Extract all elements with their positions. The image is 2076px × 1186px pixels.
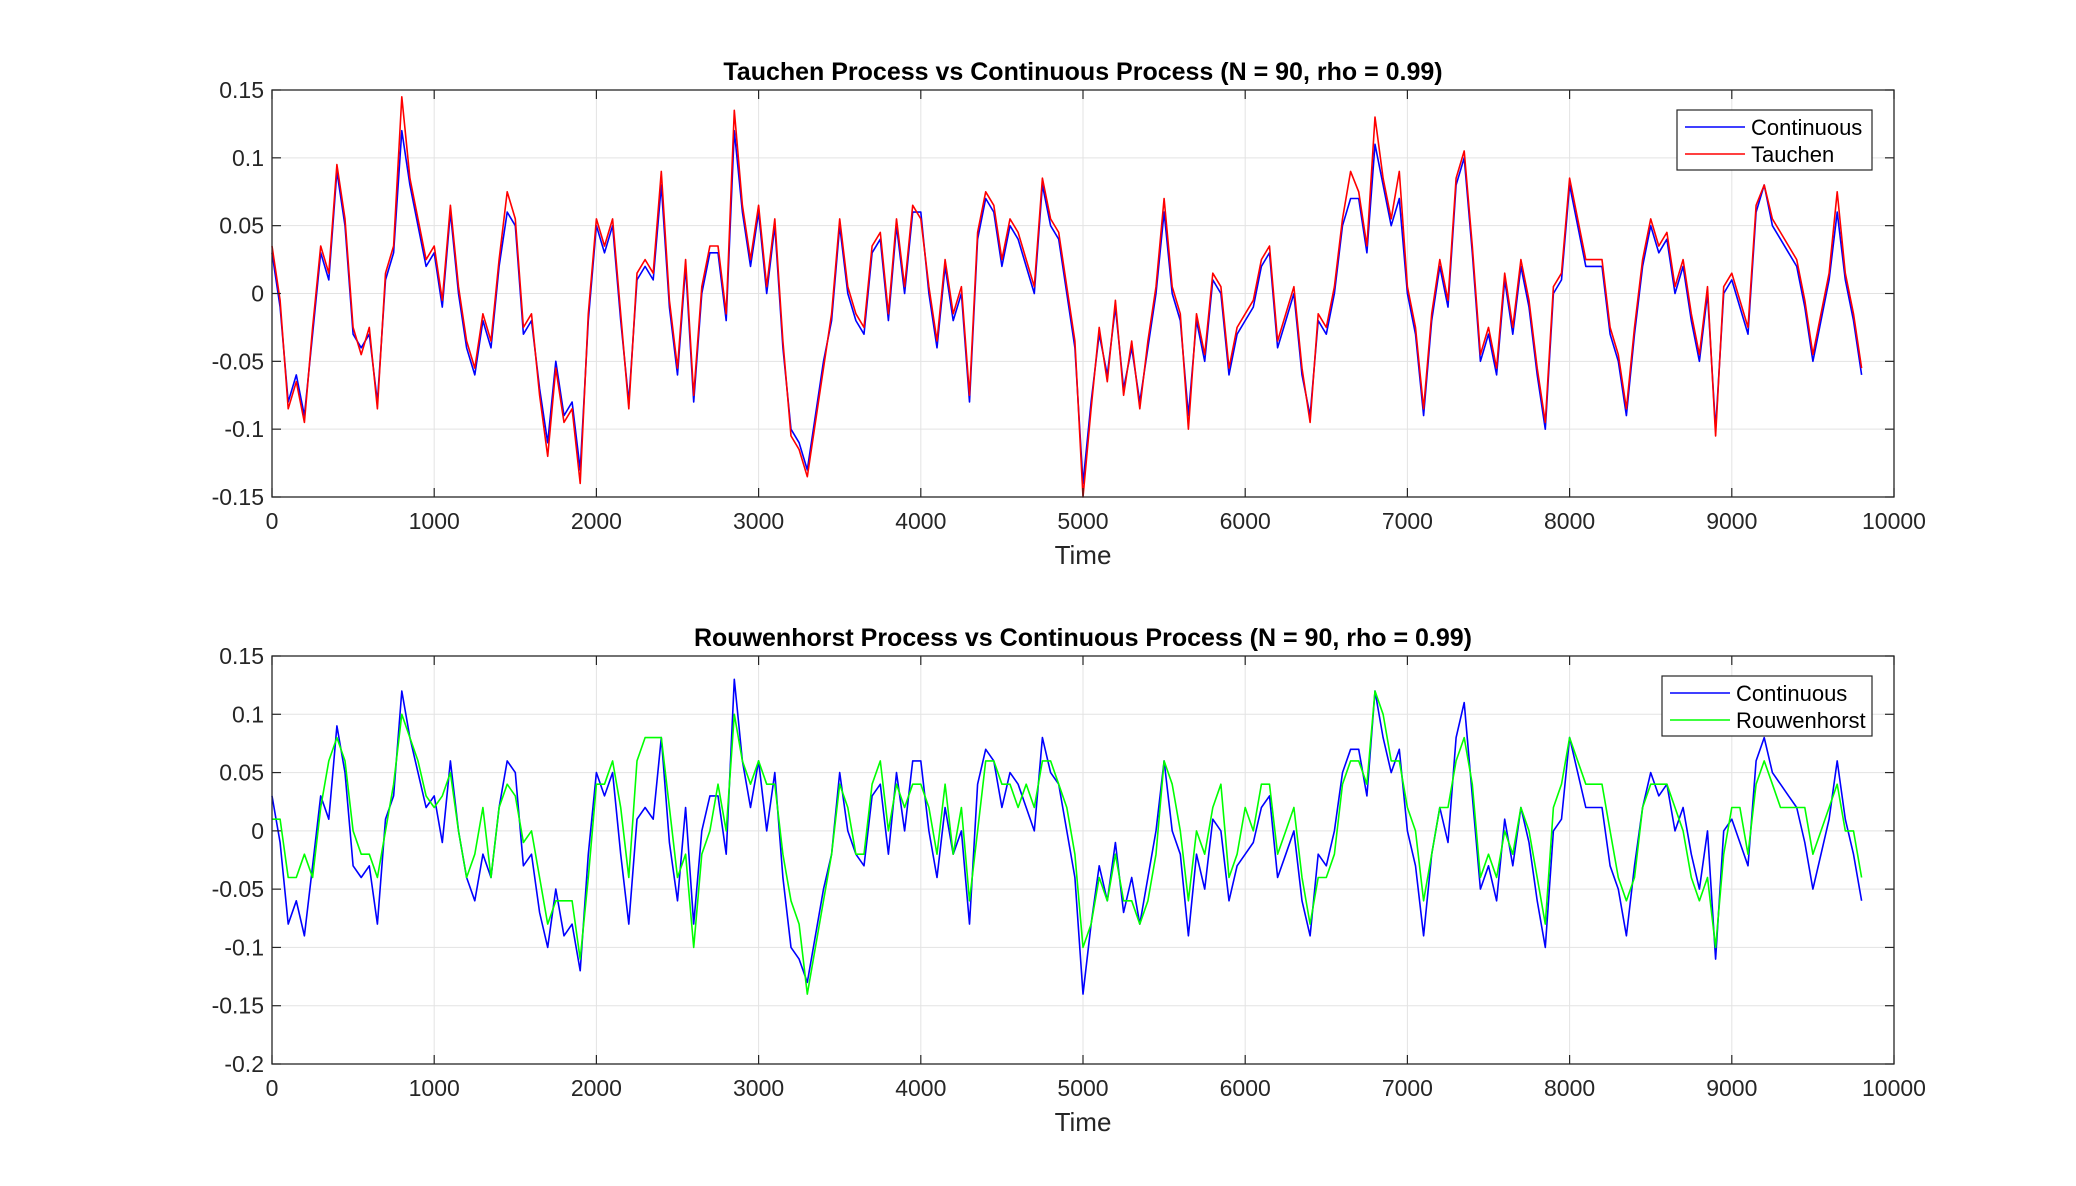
- x-tick-label: 5000: [1057, 508, 1108, 534]
- y-tick-label: -0.15: [212, 484, 264, 510]
- x-tick-label: 9000: [1706, 1075, 1757, 1101]
- x-tick-label: 10000: [1862, 1075, 1926, 1101]
- series-line-continuous: [271, 678, 1863, 995]
- x-tick-label: 7000: [1382, 508, 1433, 534]
- y-tick-label: -0.2: [224, 1051, 264, 1077]
- y-tick-label: 0.15: [219, 77, 264, 103]
- x-axis-label: Time: [1055, 1107, 1112, 1137]
- legend-box: [1676, 109, 1873, 171]
- chart-title: Rouwenhorst Process vs Continuous Proces…: [694, 624, 1472, 652]
- y-tick-label: -0.05: [212, 348, 264, 374]
- legend-label-rouwenhorst: Rouwenhorst: [1736, 708, 1866, 733]
- x-tick-label: 6000: [1220, 508, 1271, 534]
- series-line-tauchen: [271, 96, 1863, 498]
- y-tick-label: 0.15: [219, 643, 264, 669]
- y-tick-label: -0.05: [212, 876, 264, 902]
- series-line-rouwenhorst: [272, 690, 1863, 995]
- legend-label-tauchen: Tauchen: [1751, 142, 1834, 167]
- x-tick-label: 1000: [409, 1075, 460, 1101]
- legend-box: [1661, 675, 1873, 737]
- y-tick-label: -0.1: [224, 934, 264, 960]
- x-tick-label: 5000: [1057, 1075, 1108, 1101]
- x-tick-label: 9000: [1706, 508, 1757, 534]
- x-tick-label: 4000: [895, 1075, 946, 1101]
- x-tick-label: 2000: [571, 508, 622, 534]
- x-tick-label: 8000: [1544, 1075, 1595, 1101]
- x-tick-label: 2000: [571, 1075, 622, 1101]
- x-tick-label: 3000: [733, 1075, 784, 1101]
- x-tick-label: 8000: [1544, 508, 1595, 534]
- x-tick-label: 4000: [895, 508, 946, 534]
- y-tick-label: 0.1: [232, 701, 264, 727]
- y-tick-label: 0: [251, 818, 264, 844]
- y-tick-label: 0: [251, 281, 264, 307]
- legend-label-continuous: Continuous: [1751, 115, 1862, 140]
- x-axis-label: Time: [1055, 540, 1112, 570]
- y-tick-label: 0.1: [232, 145, 264, 171]
- x-tick-label: 0: [266, 1075, 279, 1101]
- y-tick-label: 0.05: [219, 760, 264, 786]
- x-tick-label: 7000: [1382, 1075, 1433, 1101]
- y-tick-label: -0.1: [224, 416, 264, 442]
- y-tick-label: 0.05: [219, 213, 264, 239]
- rouwenhorst-chart: 0 1000 2000 3000 4000 5000 6000 7000 8000 9000 100…: [212, 624, 1926, 1137]
- x-tick-label: 0: [266, 508, 279, 534]
- x-tick-label: 1000: [409, 508, 460, 534]
- x-tick-label: 10000: [1862, 508, 1926, 534]
- tauchen-chart: 0 1000 2000 3000 4000 5000 6000 7000 8000 9000 100…: [212, 58, 1926, 570]
- chart-title: Tauchen Process vs Continuous Process (N…: [723, 58, 1442, 86]
- legend-label-continuous: Continuous: [1736, 681, 1847, 706]
- x-tick-label: 6000: [1220, 1075, 1271, 1101]
- x-tick-label: 3000: [733, 508, 784, 534]
- y-tick-label: -0.15: [212, 993, 264, 1019]
